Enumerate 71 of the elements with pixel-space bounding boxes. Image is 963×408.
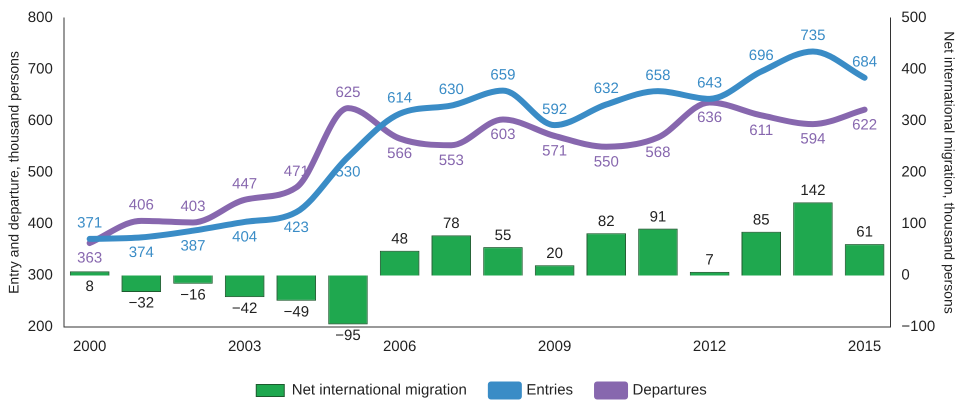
y2-axis-title: Net international migration, thousand persons bbox=[942, 31, 958, 314]
data-label: 48 bbox=[391, 230, 408, 248]
data-label: 363 bbox=[77, 250, 102, 267]
x-tick-label: 2009 bbox=[538, 338, 572, 356]
y2-tick-label: 400 bbox=[901, 60, 926, 78]
data-label: 387 bbox=[180, 237, 206, 254]
legend-label: Net international migration bbox=[292, 382, 467, 399]
data-label: 625 bbox=[335, 84, 360, 101]
x-tick-label: 2003 bbox=[228, 338, 262, 356]
data-label: −42 bbox=[232, 300, 258, 317]
data-label: 684 bbox=[852, 53, 878, 70]
y-tick-label: 200 bbox=[28, 318, 53, 336]
data-label: 594 bbox=[800, 130, 826, 148]
x-tick-label: 2006 bbox=[382, 338, 416, 356]
data-label: 447 bbox=[232, 175, 258, 192]
data-label: 406 bbox=[128, 196, 154, 214]
y2-tick-label: 100 bbox=[901, 215, 926, 232]
y2-tick-label: 300 bbox=[901, 112, 926, 130]
data-label: 61 bbox=[856, 224, 873, 241]
y2-tick-label: 500 bbox=[901, 9, 926, 26]
data-label: 91 bbox=[650, 208, 666, 226]
data-label: 611 bbox=[749, 122, 774, 139]
data-label: 423 bbox=[284, 218, 309, 236]
data-label: 630 bbox=[438, 81, 464, 98]
data-label: 8 bbox=[85, 278, 94, 296]
data-label: 55 bbox=[494, 226, 512, 244]
legend-label: Entries bbox=[526, 382, 574, 399]
data-label: 550 bbox=[594, 153, 619, 170]
y-tick-label: 300 bbox=[28, 266, 53, 284]
x-tick-label: 2000 bbox=[72, 338, 106, 356]
data-label: 566 bbox=[387, 145, 412, 162]
data-label: 371 bbox=[77, 214, 102, 232]
data-label: 696 bbox=[748, 47, 774, 64]
data-label: 592 bbox=[542, 100, 568, 118]
y-tick-label: 500 bbox=[28, 164, 53, 181]
legend-label: Departures bbox=[632, 382, 707, 399]
data-label: 553 bbox=[438, 152, 464, 169]
data-label: 7 bbox=[705, 252, 714, 269]
data-label: 603 bbox=[490, 126, 516, 144]
data-label: 636 bbox=[697, 109, 722, 126]
data-label: 622 bbox=[852, 116, 878, 134]
y2-tick-label: −100 bbox=[901, 318, 936, 336]
data-label: 403 bbox=[180, 198, 206, 216]
data-label: 404 bbox=[232, 228, 258, 246]
data-label: −32 bbox=[128, 294, 154, 312]
data-label: 374 bbox=[128, 244, 154, 262]
data-label: 659 bbox=[490, 66, 516, 84]
data-label: 568 bbox=[645, 144, 670, 162]
data-label: 658 bbox=[645, 66, 670, 84]
data-label: 632 bbox=[594, 80, 619, 98]
data-label: 78 bbox=[442, 214, 460, 232]
data-label: −16 bbox=[180, 286, 206, 304]
data-label: 735 bbox=[800, 27, 826, 44]
y-axis-title: Entry and departure, thousand persons bbox=[5, 51, 22, 294]
y2-tick-label: 200 bbox=[901, 164, 926, 181]
y-tick-label: 600 bbox=[28, 112, 53, 130]
data-label: 571 bbox=[542, 142, 568, 160]
y-tick-label: 800 bbox=[28, 9, 53, 26]
y-tick-label: 700 bbox=[28, 60, 53, 78]
data-label: 20 bbox=[546, 244, 563, 262]
data-label: −95 bbox=[335, 327, 361, 344]
data-label: 614 bbox=[387, 89, 412, 106]
data-label: 142 bbox=[800, 182, 826, 200]
y-tick-label: 400 bbox=[28, 215, 53, 232]
x-tick-label: 2012 bbox=[692, 338, 726, 356]
data-label: −49 bbox=[284, 303, 310, 320]
data-label: 643 bbox=[697, 74, 722, 92]
data-label: 82 bbox=[598, 212, 615, 230]
data-label: 85 bbox=[752, 211, 770, 228]
y2-tick-label: 0 bbox=[901, 266, 910, 284]
x-tick-label: 2015 bbox=[848, 338, 882, 356]
